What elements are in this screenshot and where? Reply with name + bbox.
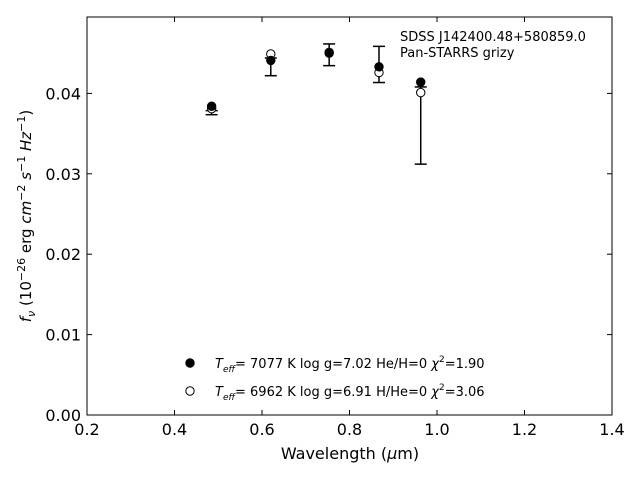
y-tick-label: 0.03 (45, 165, 81, 184)
x-tick-label: 0.2 (74, 420, 99, 439)
y-axis-label: fν (10−26 erg cm−2 s−1 Hz−1) (15, 110, 38, 323)
x-axis-label: Wavelength (μm) (281, 444, 419, 463)
legend-entry-2: Teff= 6962 K log g=6.91 H/He=0 χ2=3.06 (215, 383, 485, 403)
data-point-filled (374, 62, 384, 72)
data-point-filled (324, 48, 334, 58)
legend-marker-open (185, 386, 195, 396)
x-tick-label: 0.6 (249, 420, 274, 439)
data-point-open (416, 87, 426, 98)
legend-entry-1: Teff= 7077 K log g=7.02 He/H=0 χ2=1.90 (215, 355, 485, 375)
data-markers (206, 47, 426, 114)
y-axis-ticks: 0.00 0.01 0.02 0.03 0.04 (45, 84, 612, 425)
legend-marker-filled (185, 358, 195, 368)
y-tick-label: 0.02 (45, 245, 81, 264)
x-tick-label: 0.8 (337, 420, 362, 439)
x-tick-label: 1.4 (599, 420, 624, 439)
y-tick-label: 0.04 (45, 84, 81, 103)
x-tick-label: 1.2 (512, 420, 537, 439)
chart-title-line-1: SDSS J142400.48+580859.0 (400, 30, 586, 45)
chart-title-line-2: Pan-STARRS grizy (400, 46, 515, 61)
legend: Teff= 7077 K log g=7.02 He/H=0 χ2=1.90 T… (185, 355, 485, 403)
data-point-filled (416, 77, 426, 87)
data-point-filled (266, 55, 276, 66)
y-tick-label: 0.01 (45, 326, 81, 345)
x-axis-ticks: 0.2 0.4 0.6 0.8 1.0 1.2 1.4 (74, 17, 625, 439)
x-tick-label: 0.4 (162, 420, 187, 439)
y-tick-label: 0.00 (45, 406, 81, 425)
x-tick-label: 1.0 (424, 420, 449, 439)
data-point-filled (206, 101, 217, 111)
